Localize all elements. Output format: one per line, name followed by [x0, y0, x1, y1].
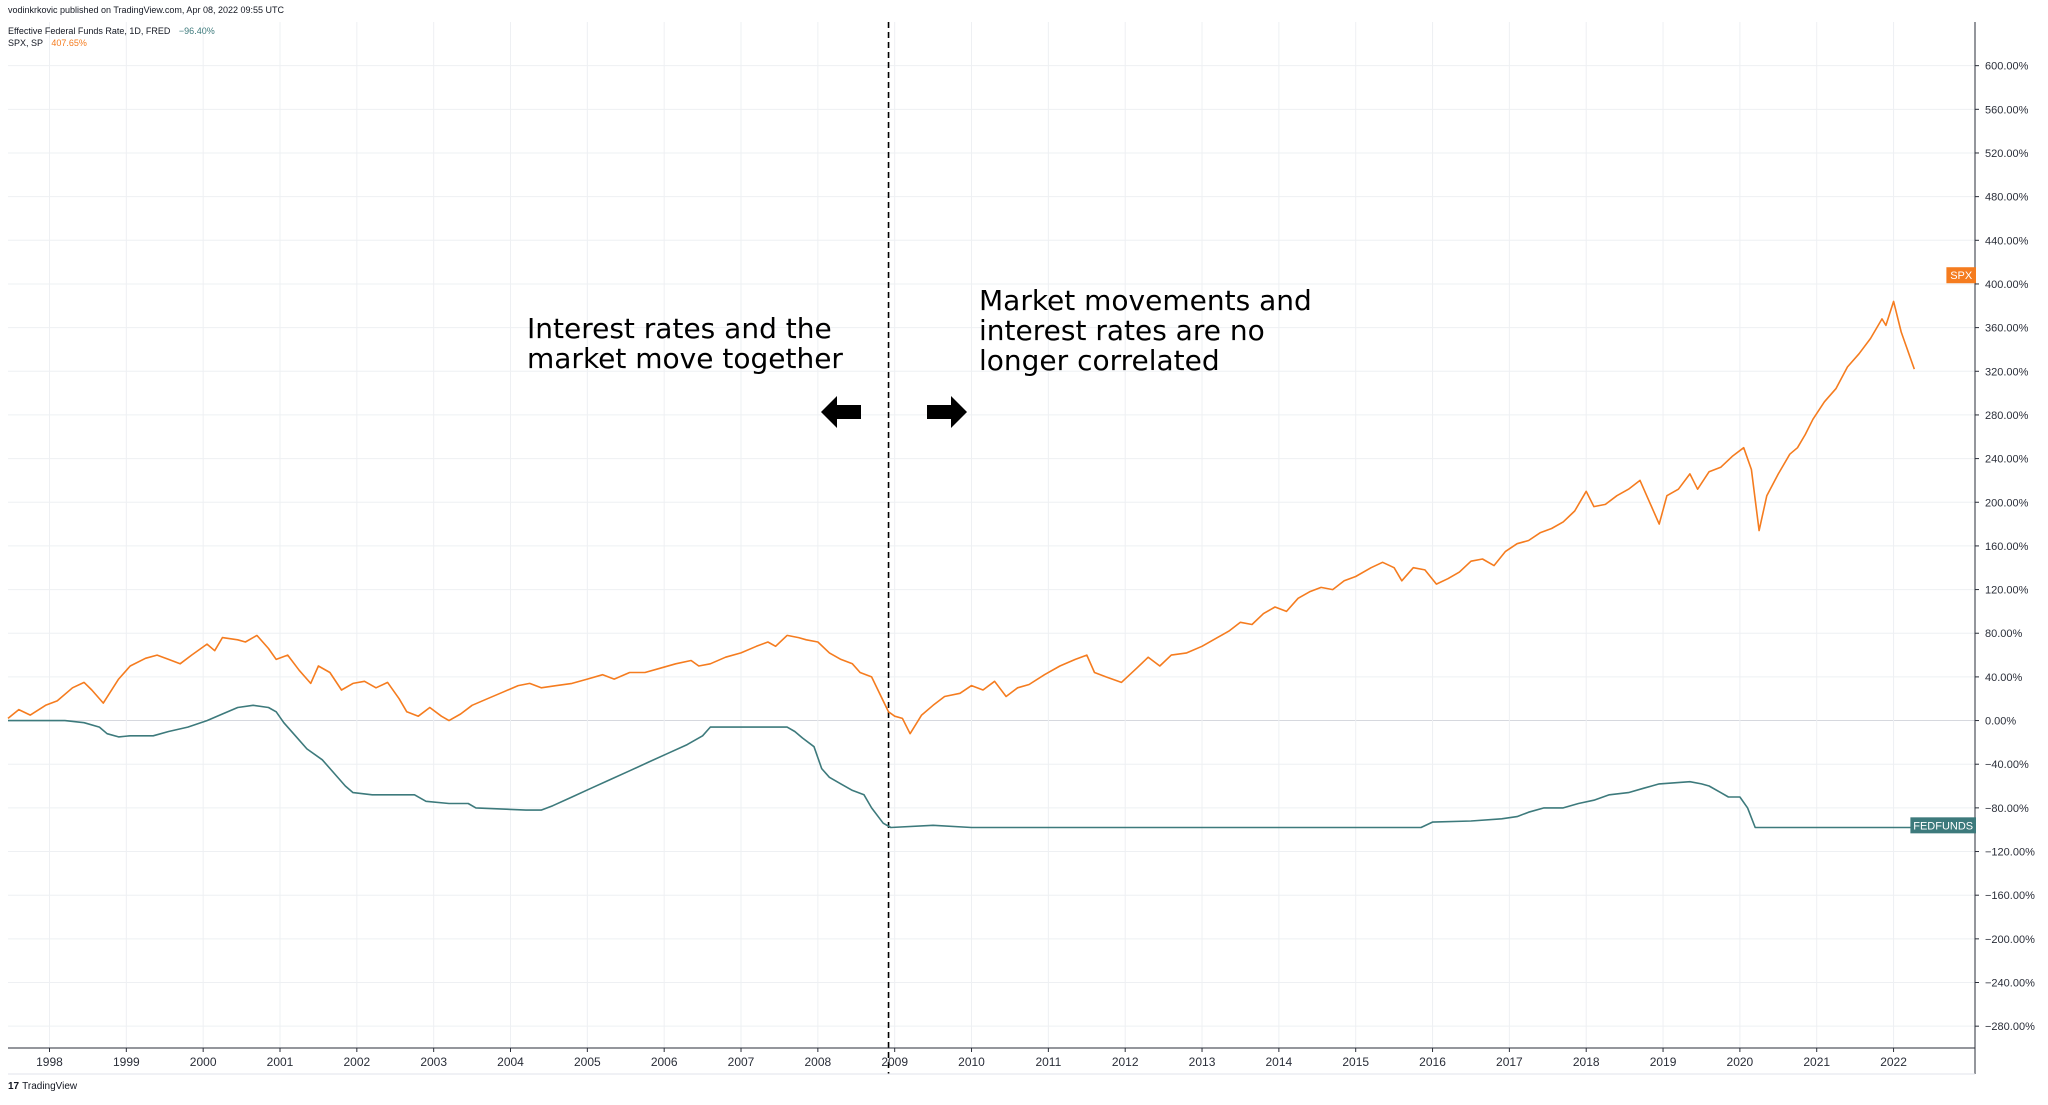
- y-tick-label: 80.00%: [1985, 628, 2023, 640]
- legend-fedfunds-label: Effective Federal Funds Rate, 1D, FRED: [8, 26, 171, 36]
- y-tick-label: −280.00%: [1985, 1021, 2035, 1033]
- y-tick-label: 360.00%: [1985, 323, 2029, 335]
- last-value-label-text: SPX: [1950, 270, 1973, 282]
- x-tick-label: 2003: [420, 1055, 447, 1069]
- tradingview-brand-text: TradingView: [22, 1081, 78, 1092]
- last-value-label-layer: SPX FEDFUNDS: [1910, 267, 1976, 834]
- axis-layer: 600.00% 560.00% 520.00% 480.00% 440.00% 400.0…: [8, 22, 2035, 1075]
- left-arrow-icon: [821, 396, 861, 428]
- legend-spx-label: SPX, SP: [8, 38, 43, 48]
- x-tick-label: 1999: [113, 1055, 140, 1069]
- x-tick-label: 2020: [1727, 1055, 1754, 1069]
- y-tick-label: −240.00%: [1985, 978, 2035, 990]
- y-tick-label: 400.00%: [1985, 279, 2029, 291]
- x-tick-label: 2009: [881, 1055, 908, 1069]
- tradingview-brand[interactable]: 17 TradingView: [8, 1081, 77, 1092]
- y-tick-label: 160.00%: [1985, 541, 2029, 553]
- x-tick-label: 2021: [1803, 1055, 1830, 1069]
- y-tick-label: 40.00%: [1985, 672, 2023, 684]
- y-tick-label: 320.00%: [1985, 366, 2029, 378]
- x-tick-label: 2000: [190, 1055, 217, 1069]
- last-value-label-fedfunds: FEDFUNDS: [1910, 817, 1976, 834]
- x-tick-label: 1998: [36, 1055, 63, 1069]
- y-tick-label: −160.00%: [1985, 890, 2035, 902]
- last-value-label-bg: [1946, 267, 1976, 284]
- series-line-fedfunds: [8, 704, 1915, 829]
- x-tick-label: 2008: [804, 1055, 831, 1069]
- tradingview-logo-icon: 17: [8, 1081, 20, 1092]
- y-tick-label: 120.00%: [1985, 585, 2029, 597]
- x-tick-label: 2015: [1342, 1055, 1369, 1069]
- y-tick-label: −40.00%: [1985, 759, 2029, 771]
- y-tick-label: 480.00%: [1985, 192, 2029, 204]
- x-tick-label: 2014: [1266, 1055, 1293, 1069]
- x-tick-label: 2013: [1189, 1055, 1216, 1069]
- y-tick-label: 600.00%: [1985, 61, 2029, 73]
- x-tick-label: 2018: [1573, 1055, 1600, 1069]
- x-tick-label: 2011: [1035, 1055, 1061, 1069]
- last-value-label-text: FEDFUNDS: [1913, 820, 1973, 832]
- annotation-right: Market movements and interest rates are …: [979, 284, 1312, 377]
- x-tick-label: 2010: [958, 1055, 985, 1069]
- x-tick-label: 2002: [343, 1055, 370, 1069]
- arrow-layer: [821, 396, 967, 428]
- legend-spx-change: 407.65%: [51, 38, 87, 48]
- legend-fedfunds[interactable]: Effective Federal Funds Rate, 1D, FRED −…: [8, 26, 215, 36]
- legend-fedfunds-change: −96.40%: [178, 26, 215, 36]
- published-text: vodinkrkovic published on TradingView.co…: [8, 5, 284, 15]
- legend-spx[interactable]: SPX, SP 407.65%: [8, 38, 87, 48]
- x-tick-label: 2019: [1650, 1055, 1677, 1069]
- x-tick-label: 2012: [1112, 1055, 1139, 1069]
- x-tick-label: 2001: [267, 1055, 294, 1069]
- x-tick-label: 2005: [574, 1055, 601, 1069]
- y-tick-label: 280.00%: [1985, 410, 2029, 422]
- x-tick-label: 2017: [1496, 1055, 1523, 1069]
- y-tick-label: 520.00%: [1985, 148, 2029, 160]
- x-tick-label: 2006: [651, 1055, 678, 1069]
- grid-layer: [8, 22, 1975, 1048]
- x-tick-label: 2007: [728, 1055, 755, 1069]
- annotation-left: Interest rates and the market move toget…: [527, 312, 843, 375]
- last-value-label-spx: SPX: [1946, 267, 1976, 284]
- y-tick-label: 440.00%: [1985, 235, 2029, 247]
- last-value-label-bg: [1910, 817, 1976, 834]
- series-layer: [7, 300, 1916, 829]
- y-tick-label: −200.00%: [1985, 934, 2035, 946]
- y-tick-label: 560.00%: [1985, 104, 2029, 116]
- x-tick-label: 2004: [497, 1055, 524, 1069]
- y-tick-label: 0.00%: [1985, 716, 2016, 728]
- y-tick-label: −120.00%: [1985, 847, 2035, 859]
- x-tick-label: 2016: [1419, 1055, 1446, 1069]
- y-tick-label: 200.00%: [1985, 497, 2029, 509]
- right-arrow-icon: [927, 396, 967, 428]
- x-tick-label: 2022: [1880, 1055, 1907, 1069]
- y-tick-label: −80.00%: [1985, 803, 2029, 815]
- published-info: vodinkrkovic published on TradingView.co…: [8, 5, 284, 15]
- series-line-spx: [7, 300, 1916, 735]
- y-tick-label: 240.00%: [1985, 454, 2029, 466]
